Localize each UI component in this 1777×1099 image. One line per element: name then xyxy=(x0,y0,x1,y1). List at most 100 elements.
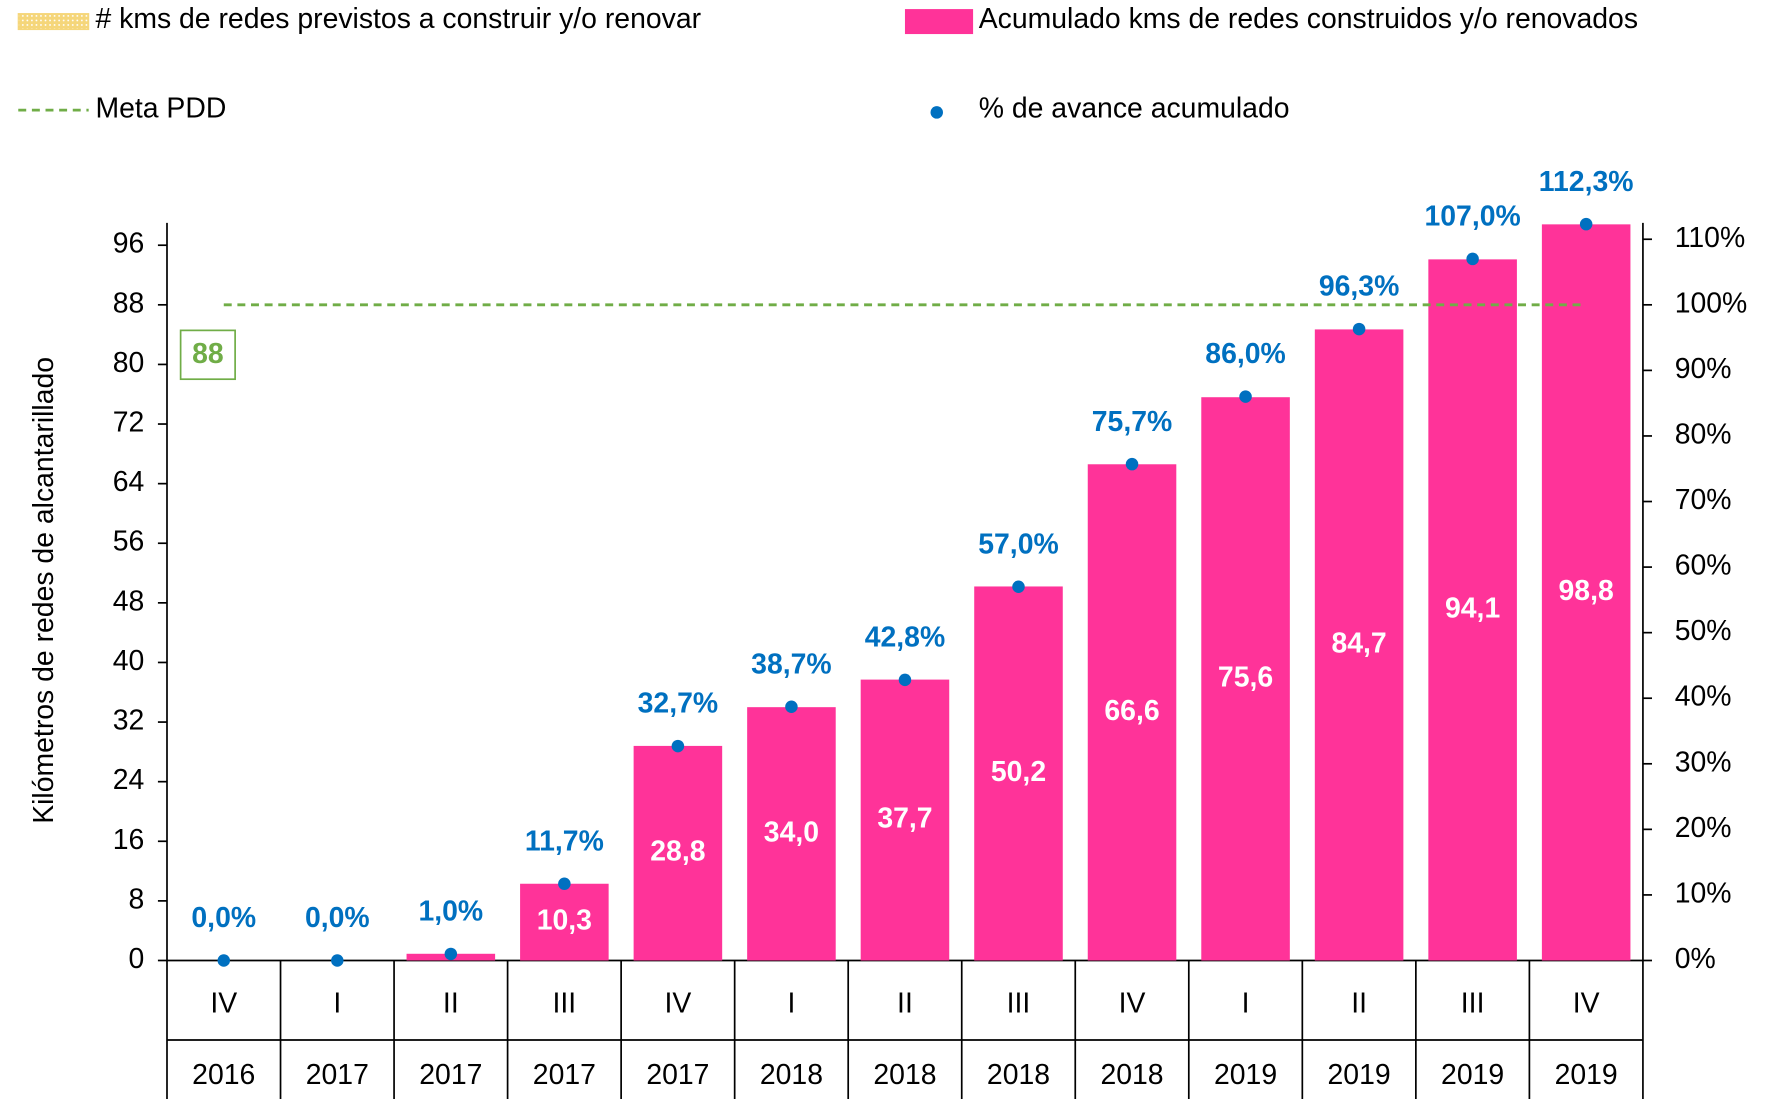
point xyxy=(1012,580,1025,594)
point-value-label: 112,3% xyxy=(1539,166,1634,198)
x-tick-label: III xyxy=(1461,987,1485,1019)
bar xyxy=(1087,464,1177,961)
bar xyxy=(633,745,723,961)
legend-label: Meta PDD xyxy=(95,93,226,125)
y-tick-label: 24 xyxy=(113,764,145,796)
y2-tick-label: 40% xyxy=(1675,681,1732,713)
point-value-label: 32,7% xyxy=(638,688,718,720)
y-tick-label: 16 xyxy=(113,824,145,856)
bar-value-label: 94,1 xyxy=(1445,592,1500,624)
y-tick-label: 40 xyxy=(113,645,145,677)
point xyxy=(217,954,231,967)
legend-swatch xyxy=(930,106,943,119)
x-group-label: 2018 xyxy=(987,1059,1050,1091)
bar xyxy=(747,707,836,961)
point xyxy=(1579,217,1593,231)
target-label-box xyxy=(179,329,236,381)
x-group-label: 2017 xyxy=(646,1059,709,1091)
x-group-label: 2019 xyxy=(1328,1059,1391,1091)
point xyxy=(1466,252,1479,266)
point-value-label: 57,0% xyxy=(978,528,1058,560)
y-tick-label: 56 xyxy=(113,526,145,558)
x-tick-label: III xyxy=(553,987,577,1019)
y-tick-label: 32 xyxy=(113,705,145,737)
x-group-label: 2019 xyxy=(1441,1059,1504,1091)
x-group-label: 2018 xyxy=(760,1059,823,1091)
y-tick-label: 48 xyxy=(113,585,145,617)
y-tick-label: 80 xyxy=(113,347,145,379)
point xyxy=(898,673,912,687)
bar-value-label: 98,8 xyxy=(1559,575,1614,607)
point-value-label: 107,0% xyxy=(1425,201,1521,233)
x-tick-label: II xyxy=(443,987,459,1019)
x-tick-label: IV xyxy=(1573,987,1600,1019)
x-tick-label: II xyxy=(1351,987,1367,1019)
y-axis-title: Kilómetros de redes de alcantarillado xyxy=(28,357,60,824)
y2-tick-label: 110% xyxy=(1675,222,1745,254)
x-group-label: 2019 xyxy=(1214,1059,1277,1091)
bar xyxy=(1314,329,1404,961)
bar-value-label: 28,8 xyxy=(650,836,705,868)
y2-tick-label: 0% xyxy=(1675,943,1716,975)
y2-tick-label: 80% xyxy=(1675,418,1732,450)
target-value-label: 88 xyxy=(192,338,224,370)
point-value-label: 75,7% xyxy=(1092,406,1172,438)
y2-tick-label: 100% xyxy=(1675,287,1748,319)
bar xyxy=(1541,224,1631,961)
bar-value-label: 50,2 xyxy=(991,756,1046,788)
bar-value-label: 10,3 xyxy=(537,905,592,937)
legend-swatch xyxy=(17,13,90,31)
y-tick-label: 64 xyxy=(113,466,145,498)
point-value-label: 42,8% xyxy=(865,621,945,653)
y2-tick-label: 10% xyxy=(1675,877,1732,909)
y2-tick-label: 70% xyxy=(1675,484,1732,516)
legend-label: Acumulado kms de redes construidos y/o r… xyxy=(979,3,1638,35)
x-group-label: 2017 xyxy=(306,1059,369,1091)
point-value-label: 0,0% xyxy=(191,902,256,934)
x-tick-label: I xyxy=(787,987,795,1019)
bar xyxy=(1428,259,1517,961)
y-tick-label: 0 xyxy=(129,943,145,975)
y-tick-label: 96 xyxy=(113,228,145,260)
x-group-label: 2016 xyxy=(192,1059,255,1091)
bar-value-label: 34,0 xyxy=(764,816,819,848)
x-tick-label: IV xyxy=(1119,987,1146,1019)
y2-tick-label: 50% xyxy=(1675,615,1732,647)
y2-tick-label: 20% xyxy=(1675,812,1732,844)
legend-label: % de avance acumulado xyxy=(979,93,1290,125)
point xyxy=(1352,322,1366,336)
legend-label: # kms de redes previstos a construir y/o… xyxy=(95,3,701,35)
x-group-label: 2018 xyxy=(1100,1059,1163,1091)
x-tick-label: I xyxy=(1242,987,1250,1019)
y2-tick-label: 90% xyxy=(1675,353,1732,385)
y2-tick-label: 30% xyxy=(1675,746,1732,778)
x-group-label: 2019 xyxy=(1555,1059,1618,1091)
point xyxy=(331,954,344,967)
point xyxy=(1239,390,1252,403)
point-value-label: 96,3% xyxy=(1319,271,1399,303)
x-tick-label: III xyxy=(1007,987,1031,1019)
x-tick-label: IV xyxy=(210,987,237,1019)
point-value-label: 0,0% xyxy=(305,902,370,934)
x-group-label: 2018 xyxy=(873,1059,936,1091)
bar-value-label: 84,7 xyxy=(1331,627,1386,659)
legend-swatch xyxy=(904,9,974,35)
point xyxy=(785,700,798,713)
point-value-label: 38,7% xyxy=(751,648,831,680)
y-tick-label: 72 xyxy=(113,407,145,439)
x-tick-label: II xyxy=(897,987,913,1019)
point-value-label: 86,0% xyxy=(1205,338,1285,370)
y2-tick-label: 60% xyxy=(1675,550,1732,582)
point xyxy=(444,947,458,961)
bar xyxy=(1201,397,1290,961)
point-value-label: 11,7% xyxy=(525,825,604,857)
x-tick-label: IV xyxy=(664,987,691,1019)
x-group-label: 2017 xyxy=(533,1059,596,1091)
bar-value-label: 66,6 xyxy=(1104,695,1159,727)
point xyxy=(558,877,571,891)
point xyxy=(1125,457,1139,471)
point xyxy=(671,739,685,753)
y-tick-label: 88 xyxy=(113,287,145,319)
